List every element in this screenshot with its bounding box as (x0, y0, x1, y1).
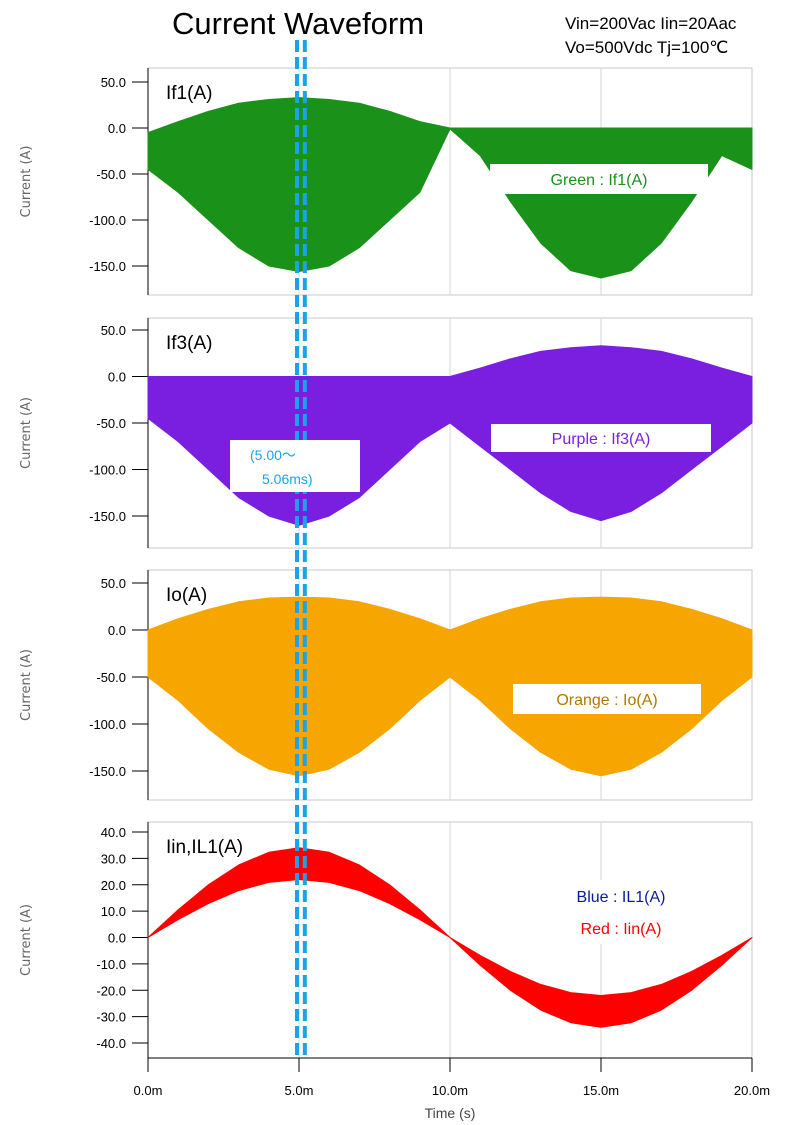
x-tick-label: 15.0m (583, 1083, 619, 1098)
panel-4-y-axis-label: Current (A) (19, 904, 34, 976)
panel-1-y-axis-label: Current (A) (19, 146, 34, 218)
panel-1-y-tick-label: 50.0 (101, 75, 126, 90)
panel-3-y-tick-label: -100.0 (89, 717, 126, 732)
panel-1-y-tick-label: -150.0 (89, 259, 126, 274)
panel-2-y-axis-label: Current (A) (19, 397, 34, 469)
conditions-line-2: Vo=500Vdc Tj=100℃ (565, 38, 729, 57)
x-tick-label: 20.0m (734, 1083, 770, 1098)
panel-2-y-tick-label: -150.0 (89, 509, 126, 524)
panel-3-y-axis-label: Current (A) (19, 649, 34, 721)
panel-3-y-tick-label: -150.0 (89, 764, 126, 779)
panel-1-y-tick-label: 0.0 (108, 121, 126, 136)
panel-4-legend-text-il1: Blue : IL1(A) (577, 889, 666, 906)
panel-1-signal-label: If1(A) (166, 83, 212, 104)
x-axis-label: Time (s) (425, 1105, 476, 1121)
highlight-label-box (230, 440, 360, 492)
panel-3-legend-box (513, 684, 701, 714)
panel-2-y-tick-label: -100.0 (89, 463, 126, 478)
panel-4-y-tick-label: -20.0 (96, 983, 126, 998)
highlight-label-line2: 5.06ms) (262, 471, 313, 487)
panel-2-legend-box (491, 424, 711, 452)
panel-2-y-tick-label: -50.0 (96, 416, 126, 431)
panel-4-signal-label: Iin,IL1(A) (166, 837, 243, 858)
panel-4-y-tick-label: -40.0 (96, 1036, 126, 1051)
panel-4-series-band (147, 847, 753, 1028)
panel-1-legend-box (490, 164, 708, 194)
panel-3-signal-label: Io(A) (166, 585, 207, 606)
panel-4-y-tick-label: -10.0 (96, 957, 126, 972)
panel-1-y-tick-label: -50.0 (96, 167, 126, 182)
panel-1-y-tick-label: -100.0 (89, 213, 126, 228)
panel-2-y-tick-label: 50.0 (101, 323, 126, 338)
panel-3-y-tick-label: 0.0 (108, 623, 126, 638)
x-tick-label: 5.0m (285, 1083, 314, 1098)
panel-2-y-tick-label: 0.0 (108, 370, 126, 385)
panel-1-legend-text: Green : If1(A) (551, 172, 648, 189)
x-tick-label: 0.0m (134, 1083, 163, 1098)
panel-4-legend-box (548, 880, 694, 944)
panel-4-y-tick-label: 30.0 (101, 851, 126, 866)
panel-4-y-tick-label: 10.0 (101, 904, 126, 919)
panel-4-y-tick-label: 40.0 (101, 825, 126, 840)
panel-4-y-tick-label: 20.0 (101, 878, 126, 893)
conditions-line-1: Vin=200Vac Iin=20Aac (565, 14, 737, 33)
highlight-label-line1: (5.00～ (250, 447, 296, 463)
x-tick-label: 10.0m (432, 1083, 468, 1098)
panel-2-signal-label: If3(A) (166, 333, 212, 354)
panel-3-legend-text: Orange : Io(A) (556, 692, 657, 709)
panel-3-y-tick-label: -50.0 (96, 670, 126, 685)
panel-4-y-tick-label: 0.0 (108, 931, 126, 946)
panel-4-y-tick-label: -30.0 (96, 1010, 126, 1025)
chart-title: Current Waveform (172, 6, 425, 41)
panel-3-y-tick-label: 50.0 (101, 576, 126, 591)
panel-2-legend-text: Purple : If3(A) (552, 431, 651, 448)
panel-4-legend-text-iin: Red : Iin(A) (581, 921, 662, 938)
